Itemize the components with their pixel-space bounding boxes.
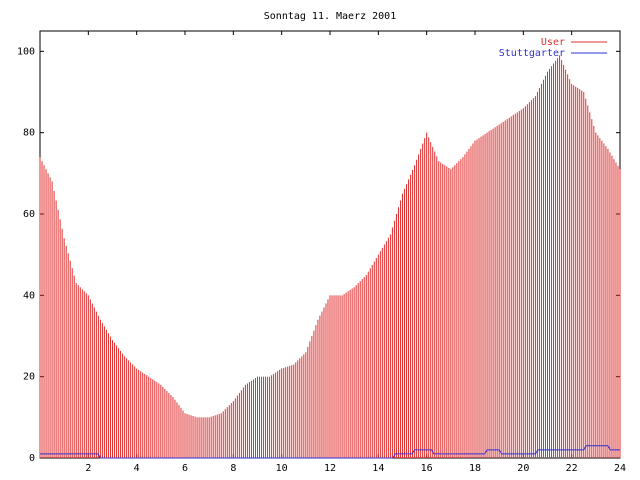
y-tick-label: 100 (17, 46, 35, 57)
legend-label-stuttgarter: Stuttgarter (499, 48, 565, 59)
x-tick-label: 16 (421, 463, 433, 474)
x-tick-label: 22 (566, 463, 578, 474)
x-tick-label: 4 (134, 463, 140, 474)
chart-title: Sonntag 11. Maerz 2001 (264, 11, 396, 22)
legend-label-user: User (541, 37, 565, 48)
x-tick-label: 12 (324, 463, 336, 474)
legend: User Stuttgarter (499, 37, 607, 59)
y-tick-label: 20 (23, 372, 35, 383)
x-tick-label: 24 (614, 463, 626, 474)
x-tick-label: 2 (85, 463, 91, 474)
x-tick-label: 8 (230, 463, 236, 474)
x-tick-label: 18 (469, 463, 481, 474)
x-tick-label: 10 (276, 463, 288, 474)
y-tick-label: 60 (23, 209, 35, 220)
y-tick-label: 80 (23, 128, 35, 139)
y-tick-label: 0 (29, 453, 35, 464)
x-tick-label: 20 (517, 463, 529, 474)
stuttgarter-series-line (40, 445, 620, 459)
user-series (39, 55, 621, 458)
x-tick-label: 14 (372, 463, 384, 474)
y-tick-label: 40 (23, 290, 35, 301)
x-tick-label: 6 (182, 463, 188, 474)
